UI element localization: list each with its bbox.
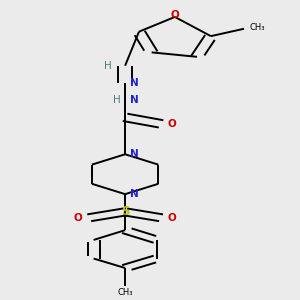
Text: O: O (168, 213, 176, 223)
Text: N: N (130, 94, 138, 105)
Text: O: O (168, 119, 176, 129)
Text: N: N (130, 149, 138, 159)
Text: N: N (130, 78, 138, 88)
Text: CH₃: CH₃ (117, 288, 133, 297)
Text: CH₃: CH₃ (250, 23, 265, 32)
Text: O: O (170, 11, 179, 20)
Text: H: H (113, 94, 121, 105)
Text: S: S (121, 206, 129, 218)
Text: O: O (74, 213, 82, 223)
Text: N: N (130, 189, 138, 199)
Text: H: H (103, 61, 111, 71)
